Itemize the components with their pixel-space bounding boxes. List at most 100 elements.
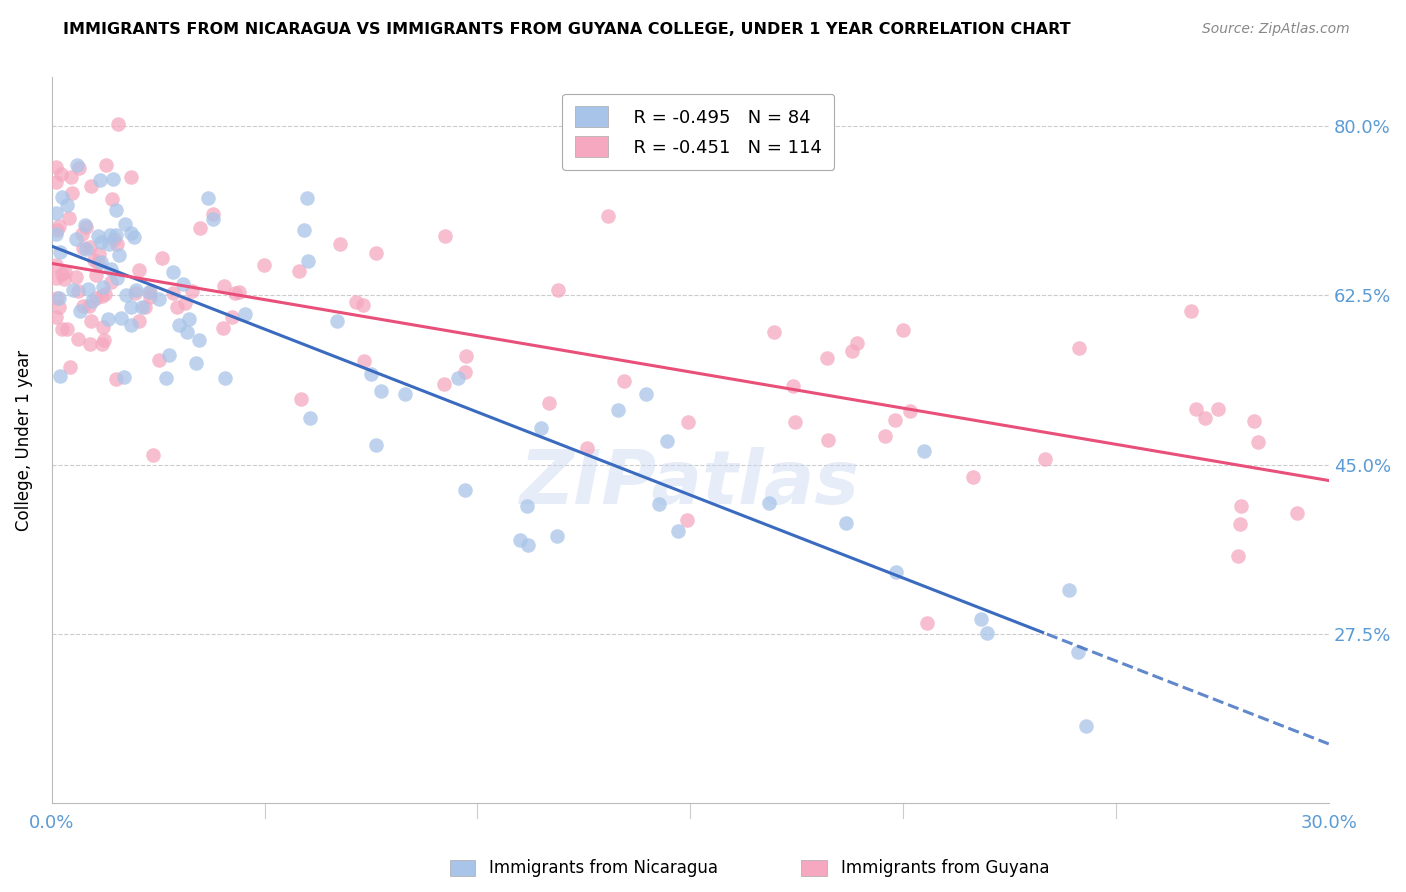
Point xyxy=(45,291,67,305)
Point xyxy=(49,245,72,260)
Point xyxy=(48,219,70,233)
Point xyxy=(87,256,110,270)
Point xyxy=(45,160,67,174)
Point xyxy=(454,483,477,497)
Point xyxy=(138,285,160,299)
Point xyxy=(48,291,70,305)
Point xyxy=(75,242,97,256)
Point xyxy=(1074,719,1097,733)
Point xyxy=(59,169,82,184)
Point xyxy=(89,172,111,186)
Point xyxy=(45,270,67,285)
Point xyxy=(454,349,477,363)
Point xyxy=(1230,499,1253,513)
Point xyxy=(90,254,112,268)
Point xyxy=(287,264,309,278)
Point xyxy=(576,441,599,455)
Point xyxy=(211,321,233,335)
Point xyxy=(80,314,103,328)
Point xyxy=(235,307,257,321)
Point xyxy=(1247,434,1270,449)
Point xyxy=(139,290,162,304)
Point xyxy=(596,209,619,223)
Point xyxy=(366,437,388,451)
Point xyxy=(90,235,112,249)
Point xyxy=(782,379,804,393)
Point xyxy=(1229,517,1251,532)
Point xyxy=(100,275,122,289)
Point xyxy=(325,314,347,328)
Point xyxy=(148,352,170,367)
Point xyxy=(329,237,352,252)
Text: Source: ZipAtlas.com: Source: ZipAtlas.com xyxy=(1202,22,1350,37)
Point xyxy=(148,292,170,306)
Point xyxy=(157,348,180,362)
Point xyxy=(69,303,91,318)
Point xyxy=(98,228,121,243)
Point xyxy=(120,170,142,185)
Point xyxy=(1067,645,1090,659)
Point xyxy=(360,367,382,381)
Point xyxy=(45,175,67,189)
Point xyxy=(352,298,374,312)
Point xyxy=(447,370,470,384)
Point xyxy=(297,254,319,268)
Point xyxy=(94,287,117,301)
Point xyxy=(108,248,131,262)
Point xyxy=(91,320,114,334)
Point xyxy=(295,191,318,205)
Point xyxy=(188,333,211,347)
Point xyxy=(763,325,786,339)
Point xyxy=(1226,549,1249,563)
Point xyxy=(201,211,224,226)
Point xyxy=(353,353,375,368)
Point xyxy=(1206,402,1229,417)
Point xyxy=(666,524,689,539)
Point xyxy=(176,326,198,340)
Point xyxy=(45,258,67,272)
Point xyxy=(180,284,202,298)
Point xyxy=(84,291,107,305)
Point xyxy=(49,167,72,181)
Point xyxy=(883,413,905,427)
Point xyxy=(60,186,83,201)
Point xyxy=(93,333,115,347)
Point xyxy=(962,470,984,484)
Point xyxy=(51,267,73,281)
Point xyxy=(72,241,94,255)
Point xyxy=(59,359,82,374)
Point xyxy=(197,191,219,205)
Point xyxy=(648,497,671,511)
Point xyxy=(77,282,100,296)
Point xyxy=(177,311,200,326)
Point xyxy=(433,376,456,391)
Point xyxy=(516,499,538,513)
Point xyxy=(509,533,531,547)
Point xyxy=(120,300,142,314)
Point xyxy=(155,371,177,385)
Point xyxy=(65,232,87,246)
Point xyxy=(80,179,103,194)
Point xyxy=(835,516,858,530)
Point xyxy=(72,299,94,313)
Legend:   R = -0.495   N = 84,   R = -0.451   N = 114: R = -0.495 N = 84, R = -0.451 N = 114 xyxy=(562,94,835,169)
Point xyxy=(172,277,194,292)
Point xyxy=(52,272,75,286)
Point xyxy=(128,314,150,328)
Point xyxy=(73,218,96,232)
Point xyxy=(97,312,120,326)
Point xyxy=(174,296,197,310)
Point xyxy=(817,434,839,448)
Point xyxy=(65,270,87,285)
Point xyxy=(224,286,246,301)
Point xyxy=(75,220,97,235)
Point xyxy=(66,284,89,298)
Text: Immigrants from Nicaragua: Immigrants from Nicaragua xyxy=(489,859,718,877)
Point xyxy=(547,283,569,297)
Point xyxy=(290,392,312,407)
Point xyxy=(298,411,321,425)
Point xyxy=(139,285,162,299)
Point xyxy=(884,565,907,579)
Text: Immigrants from Guyana: Immigrants from Guyana xyxy=(841,859,1049,877)
Point xyxy=(101,172,124,186)
